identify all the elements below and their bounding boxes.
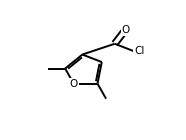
Text: O: O (121, 25, 130, 35)
Text: Cl: Cl (134, 46, 145, 56)
Text: O: O (70, 79, 78, 89)
